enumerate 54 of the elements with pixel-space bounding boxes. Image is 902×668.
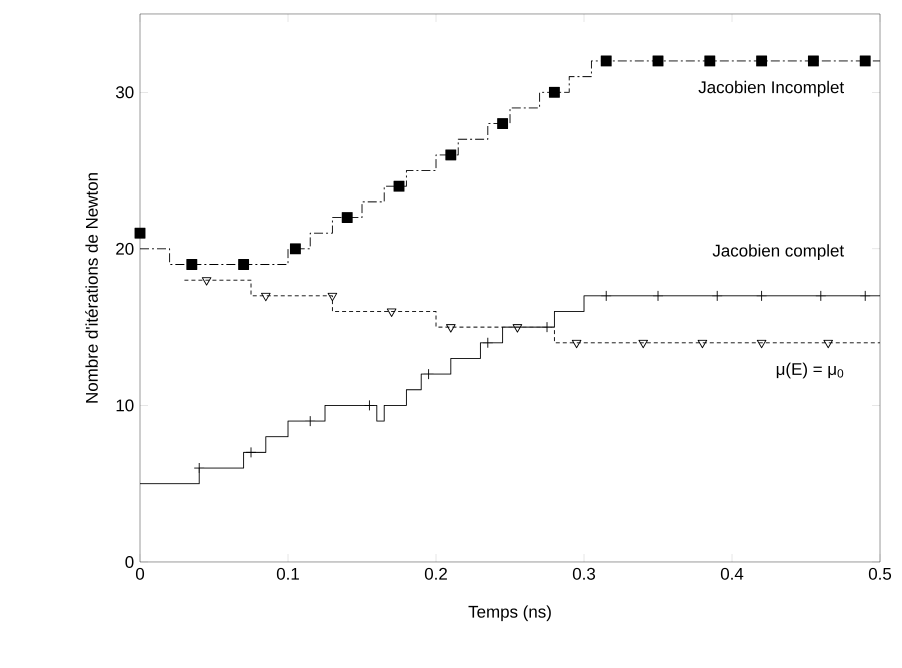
- point: [860, 56, 871, 66]
- point: [445, 149, 456, 160]
- point: [328, 292, 338, 302]
- point: [423, 368, 434, 380]
- point: [202, 277, 212, 286]
- x-tick-label: 0.3: [572, 568, 596, 580]
- point: [394, 180, 404, 192]
- point: [572, 340, 582, 348]
- point: [815, 290, 826, 302]
- x-axis-title: Temps (ns): [468, 605, 551, 622]
- y-tick-label: 0: [125, 556, 134, 568]
- point: [261, 292, 271, 302]
- point: [548, 86, 560, 98]
- point: [823, 340, 833, 348]
- point: [497, 118, 508, 130]
- point: [386, 308, 396, 317]
- point: [652, 290, 664, 302]
- point: [186, 259, 198, 270]
- point: [134, 228, 146, 239]
- y-axis-title: Nombre d'itérations de Newton: [85, 173, 98, 403]
- y-tick-label: 10: [116, 399, 134, 412]
- x-tick-label: 0.4: [720, 568, 744, 580]
- point: [808, 56, 819, 66]
- x-tick-label: 0.2: [424, 568, 447, 580]
- text: Jacobien complet: [712, 244, 844, 260]
- point: [482, 337, 494, 348]
- point: [756, 290, 768, 302]
- x-tick-label: 0: [136, 568, 144, 580]
- series-label: Jacobien Incomplet: [698, 80, 844, 97]
- point: [638, 340, 648, 348]
- point: [238, 259, 250, 270]
- point: [512, 324, 522, 333]
- point: [304, 416, 316, 427]
- point: [860, 290, 871, 302]
- point: [704, 56, 716, 66]
- point: [446, 324, 456, 333]
- point: [756, 56, 768, 66]
- series-label: μ(E) = μ$_{0}$: [776, 362, 844, 378]
- point: [712, 290, 723, 302]
- point: [364, 400, 375, 411]
- point: [290, 243, 301, 254]
- point: [652, 56, 664, 66]
- y-tick-label: 20: [116, 242, 134, 255]
- point: [698, 340, 708, 348]
- point: [542, 322, 552, 333]
- point: [600, 56, 612, 66]
- point: [600, 290, 612, 302]
- y-tick-label: 30: [116, 86, 134, 98]
- point: [246, 446, 256, 458]
- point: [194, 462, 205, 474]
- point: [756, 340, 766, 348]
- x-tick-label: 0.5: [868, 568, 892, 580]
- x-tick-label: 0.1: [276, 568, 299, 580]
- point: [342, 212, 353, 223]
